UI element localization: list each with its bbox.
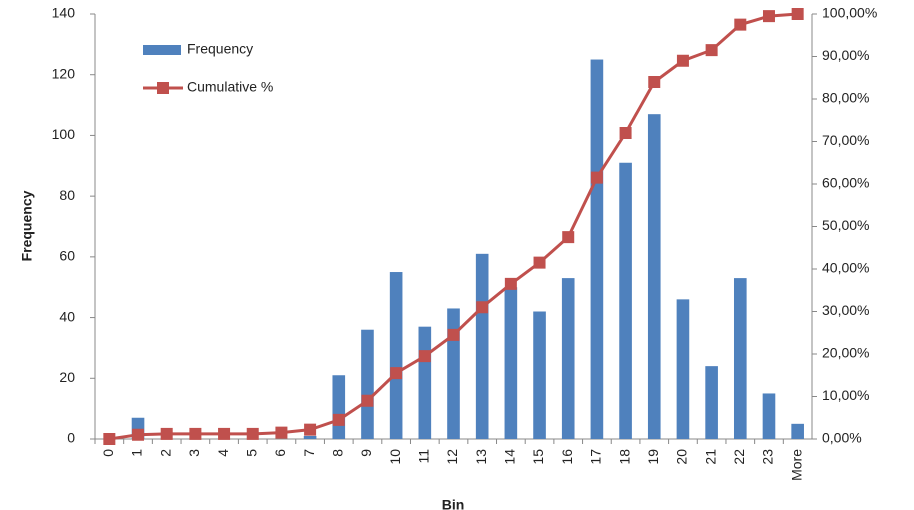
bar <box>676 299 690 439</box>
bar <box>303 435 317 439</box>
y2-tick-label: 30,00% <box>822 302 869 318</box>
bar <box>332 375 346 439</box>
bar <box>705 366 718 439</box>
bar <box>504 287 518 439</box>
x-tick-label: 7 <box>301 449 317 457</box>
line-marker <box>562 231 575 244</box>
x-tick-label: 1 <box>129 449 145 457</box>
x-tick-label: 15 <box>530 449 546 465</box>
line-marker <box>447 328 460 341</box>
x-tick-label: 6 <box>272 449 288 457</box>
line-marker <box>103 433 116 445</box>
line-marker <box>189 427 202 440</box>
y-tick-label: 120 <box>52 65 76 81</box>
line-marker <box>390 367 403 380</box>
x-tick-label: 2 <box>157 449 173 457</box>
line-marker <box>160 427 173 440</box>
y-tick-label: 40 <box>59 308 75 324</box>
line-marker <box>648 76 661 88</box>
y-tick-label: 80 <box>59 187 75 203</box>
line-marker <box>590 171 603 184</box>
line-marker <box>734 18 747 31</box>
bar <box>533 311 546 439</box>
line-marker <box>476 301 489 314</box>
x-tick-label: 13 <box>473 449 489 465</box>
bar <box>418 326 432 439</box>
line-marker <box>332 413 345 426</box>
bar <box>447 308 460 439</box>
bar <box>647 114 661 439</box>
line-marker <box>619 127 632 139</box>
x-tick-label: 21 <box>702 449 718 465</box>
legend-marker <box>157 82 169 94</box>
x-tick-label: 11 <box>416 449 432 464</box>
y2-tick-label: 50,00% <box>822 217 869 233</box>
bar <box>361 329 374 439</box>
y2-tick-label: 20,00% <box>822 345 869 361</box>
y-tick-label: 140 <box>52 5 76 21</box>
y2-tick-label: 40,00% <box>822 260 869 276</box>
line-marker <box>418 350 431 363</box>
line-marker <box>246 427 259 440</box>
y2-tick-label: 0,00% <box>822 430 862 446</box>
y-axis-label: Frequency <box>19 190 35 261</box>
legend-label: Cumulative % <box>187 79 273 95</box>
x-tick-label: 22 <box>731 449 747 465</box>
y2-tick-label: 100,00% <box>822 5 877 21</box>
y-tick-label: 20 <box>59 369 75 385</box>
x-tick-label: 10 <box>387 449 403 465</box>
x-tick-label: 8 <box>329 449 345 457</box>
x-tick-label: 23 <box>760 449 776 465</box>
line-marker <box>218 427 231 440</box>
x-tick-label: 3 <box>186 449 202 457</box>
y2-tick-label: 70,00% <box>822 132 869 148</box>
line-marker <box>275 426 288 439</box>
bar <box>619 162 632 439</box>
x-tick-label: 19 <box>645 449 661 465</box>
y-tick-label: 100 <box>52 126 76 142</box>
legend-swatch <box>143 45 181 55</box>
legend-label: Frequency <box>187 41 253 57</box>
x-tick-label: 14 <box>502 449 518 465</box>
x-axis-label: Bin <box>442 497 465 510</box>
y2-tick-label: 80,00% <box>822 90 869 106</box>
line-marker <box>132 428 145 441</box>
x-tick-label: 9 <box>358 449 374 457</box>
x-tick-label: 12 <box>444 449 460 465</box>
bar <box>762 393 776 439</box>
line-marker <box>705 44 718 57</box>
x-tick-label: 17 <box>588 449 604 465</box>
y2-tick-label: 10,00% <box>822 387 869 403</box>
y2-tick-label: 90,00% <box>822 47 869 63</box>
line-marker <box>676 54 689 67</box>
x-tick-label: 16 <box>559 449 575 465</box>
x-tick-label: 4 <box>215 449 231 457</box>
y2-tick-label: 60,00% <box>822 175 869 191</box>
y-tick-label: 0 <box>67 430 75 446</box>
line-marker <box>504 277 517 290</box>
x-tick-label: 0 <box>100 449 116 457</box>
line-marker <box>361 394 374 407</box>
line-marker <box>533 256 546 269</box>
bar <box>733 278 747 439</box>
y-tick-label: 60 <box>59 248 75 264</box>
x-tick-label: 18 <box>616 449 632 465</box>
x-tick-label: More <box>788 449 804 481</box>
bar <box>561 278 575 439</box>
bar <box>590 59 604 440</box>
line-marker <box>304 423 317 436</box>
line-marker <box>762 10 775 23</box>
bar <box>389 272 403 439</box>
x-tick-label: 20 <box>674 449 690 465</box>
bar <box>475 253 489 439</box>
bar <box>791 423 804 439</box>
line-marker <box>791 8 804 20</box>
x-tick-label: 5 <box>243 449 259 457</box>
